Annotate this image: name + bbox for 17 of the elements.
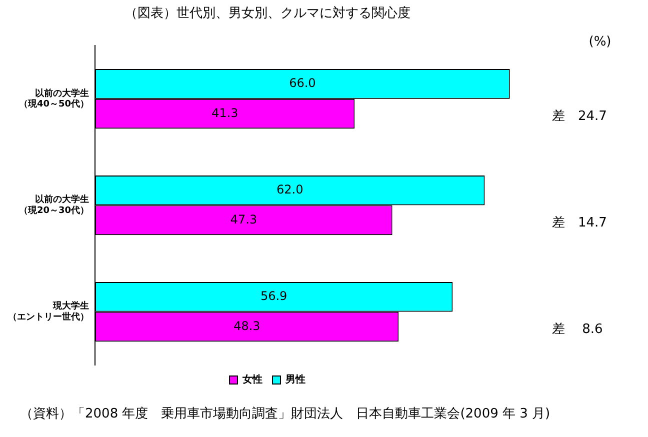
y-tick-label: 以前の大学生（現20～30代） bbox=[18, 194, 89, 216]
data-label: 47.3 bbox=[230, 212, 258, 226]
text: 差 24.7 bbox=[552, 109, 607, 124]
data-label: 62.0 bbox=[276, 182, 304, 197]
text: （資料）「2008 年度 乗用車市場動向調査」財団法人 日本自動車工業会(2009 年 3 月) bbox=[20, 405, 550, 422]
data-label: 48.3 bbox=[233, 318, 260, 333]
text: 差 14.7 bbox=[552, 216, 607, 231]
y-tick-label: 以前の大学生（現40～50代） bbox=[18, 88, 89, 110]
data-label: 66.0 bbox=[289, 76, 316, 90]
data-label: 41.3 bbox=[211, 106, 238, 120]
legend-label: 男性 bbox=[284, 374, 306, 386]
text: (%) bbox=[588, 34, 612, 50]
data-label: 56.9 bbox=[260, 288, 288, 303]
y-tick-label: 現大学生（エントリー世代） bbox=[8, 300, 89, 323]
legend-label: 女性 bbox=[242, 374, 262, 386]
chart-title: （図表）世代別、男女別、クルマに対する関心度 bbox=[124, 5, 410, 22]
text: 差 8.6 bbox=[552, 322, 603, 338]
